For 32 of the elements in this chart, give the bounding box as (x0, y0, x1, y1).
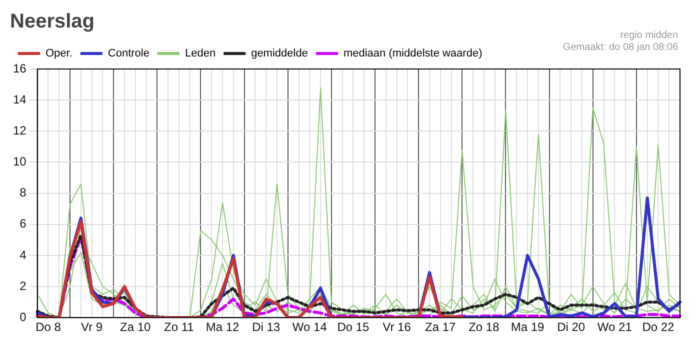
y-tick-label: 0 (20, 310, 27, 324)
y-tick-label: 10 (12, 154, 27, 169)
y-tick-label: 16 (12, 61, 27, 76)
x-tick-label: Do 22 (642, 320, 675, 334)
y-tick-label: 2 (20, 278, 27, 293)
legend-label: mediaan (middelste waarde) (343, 48, 482, 60)
chart-title: Neerslag (10, 10, 94, 33)
y-tick-label: 8 (20, 186, 27, 200)
legend-label: Leden (184, 48, 216, 60)
legend-label: Oper. (46, 48, 72, 60)
x-tick-label: Zo 11 (164, 320, 194, 334)
x-tick-label: Zo 18 (468, 320, 500, 334)
x-tick-label: Do 8 (36, 320, 62, 334)
x-tick-label: Di 20 (557, 320, 586, 334)
y-tick-label: 14 (12, 92, 27, 106)
x-tick-label: Wo 21 (597, 320, 632, 334)
legend-label: gemiddelde (251, 48, 308, 60)
y-tick-label: 12 (12, 123, 27, 138)
x-tick-label: Do 15 (337, 320, 370, 334)
x-tick-label: Ma 19 (510, 320, 545, 334)
x-tick-label: Za 10 (120, 320, 152, 334)
x-tick-label: Wo 14 (292, 320, 328, 334)
y-tick-label: 4 (20, 248, 27, 262)
x-tick-label: Za 17 (425, 320, 456, 334)
text: Gemaakt: do 08 jan 08:06 (562, 42, 678, 54)
x-tick-label: Ma 12 (206, 320, 240, 334)
text: regio midden (619, 30, 678, 42)
y-tick-label: 6 (20, 216, 27, 231)
x-tick-label: Vr 16 (382, 320, 412, 334)
legend-label: Controle (108, 48, 150, 60)
x-tick-label: Di 13 (252, 320, 280, 334)
x-tick-label: Vr 9 (81, 320, 103, 334)
